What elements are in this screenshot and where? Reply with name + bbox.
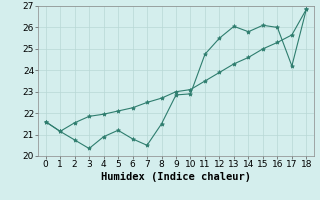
X-axis label: Humidex (Indice chaleur): Humidex (Indice chaleur) bbox=[101, 172, 251, 182]
